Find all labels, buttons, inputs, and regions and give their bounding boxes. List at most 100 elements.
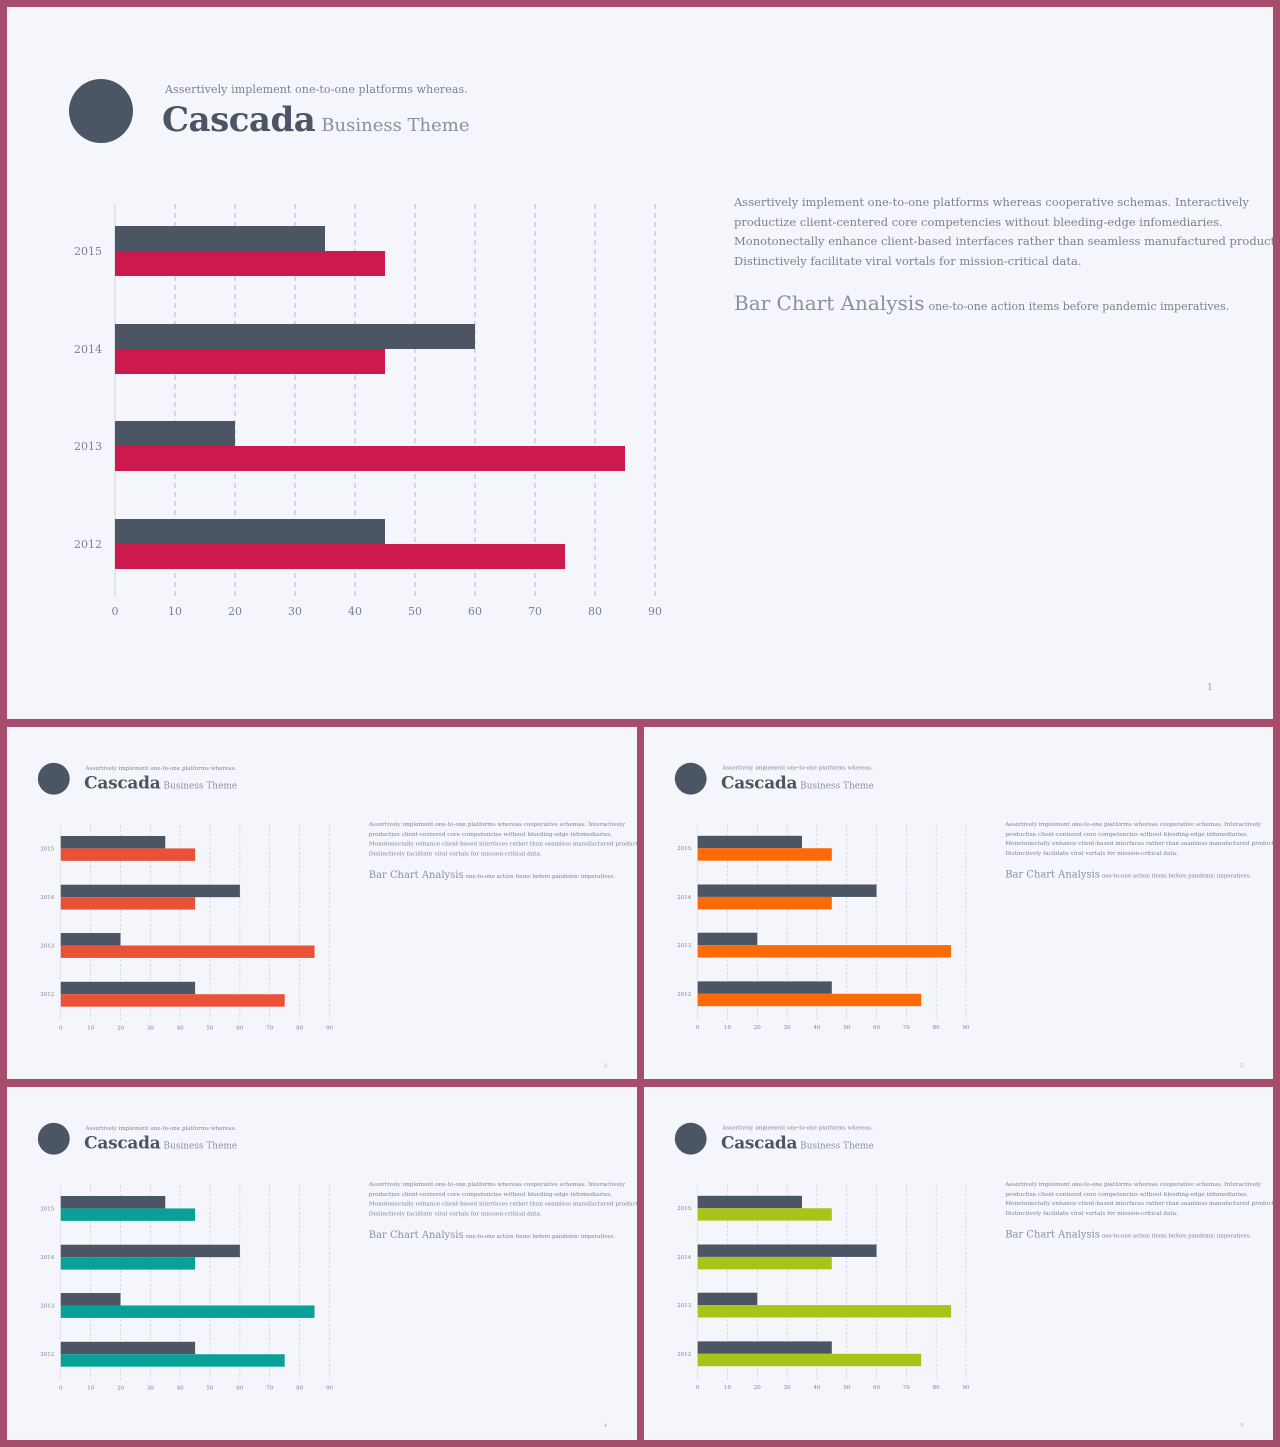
- category-label: 2012: [40, 1352, 54, 1358]
- x-tick-label: 90: [962, 1025, 969, 1031]
- bar-dark: [697, 1341, 832, 1354]
- x-tick-label: 20: [228, 605, 242, 618]
- x-tick-label: 80: [588, 605, 602, 618]
- x-tick-label: 40: [177, 1386, 184, 1392]
- x-tick-label: 50: [408, 605, 422, 618]
- description-text: Assertively implement one-to-one platfor…: [368, 820, 637, 859]
- bar-accent: [60, 848, 196, 861]
- page-number: 5: [1240, 1422, 1244, 1428]
- x-tick-label: 40: [348, 605, 362, 618]
- bar-dark: [115, 519, 385, 544]
- logo-circle: [674, 1122, 707, 1155]
- slide-thumbnail: Assertively implement one-to-one platfor…: [644, 1087, 1273, 1440]
- bar-dark: [60, 1195, 166, 1209]
- description-line: Monotonectally enhance client-based inte…: [734, 234, 1273, 248]
- category-label: 2014: [40, 895, 54, 901]
- x-tick-label: 40: [813, 1385, 820, 1391]
- bar-accent: [697, 1256, 832, 1270]
- bar-dark: [60, 1341, 196, 1355]
- analysis-heading: Bar Chart Analysis one-to-one action item…: [369, 868, 615, 880]
- bar-dark: [60, 1244, 240, 1258]
- bar-accent: [115, 544, 565, 569]
- analysis-title: Bar Chart Analysis: [368, 1228, 464, 1241]
- page-number: 4: [604, 1423, 608, 1429]
- category-label: 2014: [677, 1255, 691, 1261]
- bar-accent: [697, 1208, 832, 1221]
- description-line: Assertively implement one-to-one platfor…: [1005, 1180, 1262, 1188]
- x-tick-label: 0: [59, 1026, 63, 1032]
- x-tick-label: 70: [266, 1386, 273, 1392]
- page-number: 2: [604, 1063, 608, 1069]
- description-line: Distinctively facilitate viral vortals f…: [368, 849, 542, 857]
- description-line: productize client-centered core competen…: [734, 214, 1223, 229]
- x-tick-label: 60: [468, 605, 482, 618]
- category-label: 2015: [74, 245, 102, 258]
- bar-chart: 0 10 20 30 40 50 60 70 80 90 2015 2014 2013 2012: [40, 825, 333, 1032]
- slide-title: Cascada Business Theme: [162, 100, 470, 140]
- category-label: 2015: [677, 846, 691, 852]
- header-kicker: Assertively implement one-to-one platfor…: [165, 83, 468, 96]
- theme-label: Business Theme: [163, 780, 238, 792]
- x-tick-label: 70: [903, 1025, 910, 1031]
- analysis-heading: Bar Chart Analysis one-to-one action item…: [369, 1228, 615, 1240]
- analysis-title: Bar Chart Analysis: [1005, 1228, 1100, 1241]
- description-line: Distinctively facilitate viral vortals f…: [734, 253, 1082, 268]
- bar-accent: [697, 1353, 922, 1367]
- description-line: productize client-centered core competen…: [368, 1190, 612, 1198]
- slide-title: Cascada Business Theme: [721, 773, 874, 793]
- analysis-title: Bar Chart Analysis: [1005, 868, 1100, 881]
- analysis-subtitle: one-to-one action items before pandemic …: [1101, 1232, 1252, 1240]
- x-tick-label: 0: [112, 605, 119, 618]
- x-tick-label: 60: [236, 1026, 243, 1032]
- description-text: Assertively implement one-to-one platfor…: [1005, 1179, 1273, 1218]
- brand-name: Cascada: [721, 1133, 798, 1154]
- description-text: Assertively implement one-to-one platfor…: [368, 1180, 637, 1219]
- category-label: 2015: [40, 846, 54, 852]
- bar-dark: [697, 884, 877, 897]
- header-kicker: Assertively implement one-to-one platfor…: [722, 1124, 873, 1132]
- x-tick-label: 90: [326, 1386, 333, 1392]
- description-line: Distinctively facilitate viral vortals f…: [1005, 1209, 1178, 1217]
- analysis-heading: Bar Chart Analysis one-to-one action item…: [734, 291, 1229, 315]
- x-tick-label: 60: [873, 1025, 880, 1031]
- bar-accent: [697, 896, 832, 910]
- bar-accent: [115, 251, 385, 276]
- bar-chart: 0 10 20 30 40 50 60 70 80 90 2015 2014 2013 2012: [74, 204, 662, 618]
- x-tick-label: 80: [296, 1026, 303, 1032]
- bar-accent: [115, 349, 385, 374]
- description-line: Monotonectally enhance client-based inte…: [368, 1199, 637, 1207]
- x-tick-label: 30: [784, 1025, 791, 1031]
- bar-accent: [60, 945, 315, 958]
- bar-accent: [60, 1208, 196, 1221]
- bar-dark: [60, 835, 166, 849]
- x-tick-label: 0: [696, 1385, 700, 1391]
- logo-circle: [674, 762, 707, 795]
- x-tick-label: 20: [754, 1025, 761, 1031]
- description-line: Assertively implement one-to-one platfor…: [1005, 820, 1262, 828]
- category-label: 2014: [677, 895, 691, 901]
- category-label: 2013: [677, 943, 691, 949]
- x-tick-label: 60: [236, 1386, 243, 1392]
- x-tick-label: 10: [724, 1025, 731, 1031]
- description-line: Assertively implement one-to-one platfor…: [734, 195, 1249, 209]
- category-label: 2013: [677, 1303, 691, 1309]
- x-tick-label: 60: [873, 1385, 880, 1391]
- brand-name: Cascada: [84, 1133, 161, 1154]
- x-tick-label: 70: [903, 1385, 910, 1391]
- slide-content: Assertively implement one-to-one platfor…: [7, 7, 1273, 719]
- description-line: Monotonectally enhance client-based inte…: [1005, 1199, 1273, 1207]
- category-label: 2014: [40, 1255, 54, 1261]
- slide-content: Assertively implement one-to-one platfor…: [644, 727, 1273, 1079]
- category-label: 2015: [677, 1206, 691, 1212]
- bar-dark: [697, 1292, 758, 1306]
- brand-name: Cascada: [162, 100, 316, 140]
- description-text: Assertively implement one-to-one platfor…: [734, 193, 1273, 271]
- analysis-subtitle: one-to-one action items before pandemic …: [1101, 872, 1252, 880]
- bar-dark: [697, 1244, 877, 1257]
- category-label: 2012: [40, 992, 54, 998]
- x-tick-label: 40: [813, 1025, 820, 1031]
- bar-dark: [697, 1195, 802, 1209]
- bar-accent: [697, 993, 922, 1007]
- bar-dark: [60, 884, 240, 898]
- bar-accent: [60, 994, 285, 1007]
